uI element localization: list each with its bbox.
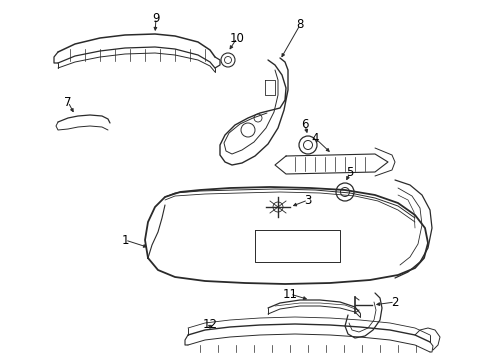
Text: 7: 7	[64, 95, 72, 108]
Text: 5: 5	[346, 166, 353, 180]
Text: 12: 12	[202, 318, 217, 330]
Text: 9: 9	[152, 12, 160, 24]
Text: 6: 6	[301, 118, 308, 131]
Text: 8: 8	[296, 18, 303, 31]
Text: 4: 4	[311, 131, 318, 144]
Text: 1: 1	[121, 234, 128, 247]
Text: 11: 11	[282, 288, 297, 301]
Text: 3: 3	[304, 194, 311, 207]
Text: 2: 2	[390, 296, 398, 309]
Text: 10: 10	[229, 31, 244, 45]
